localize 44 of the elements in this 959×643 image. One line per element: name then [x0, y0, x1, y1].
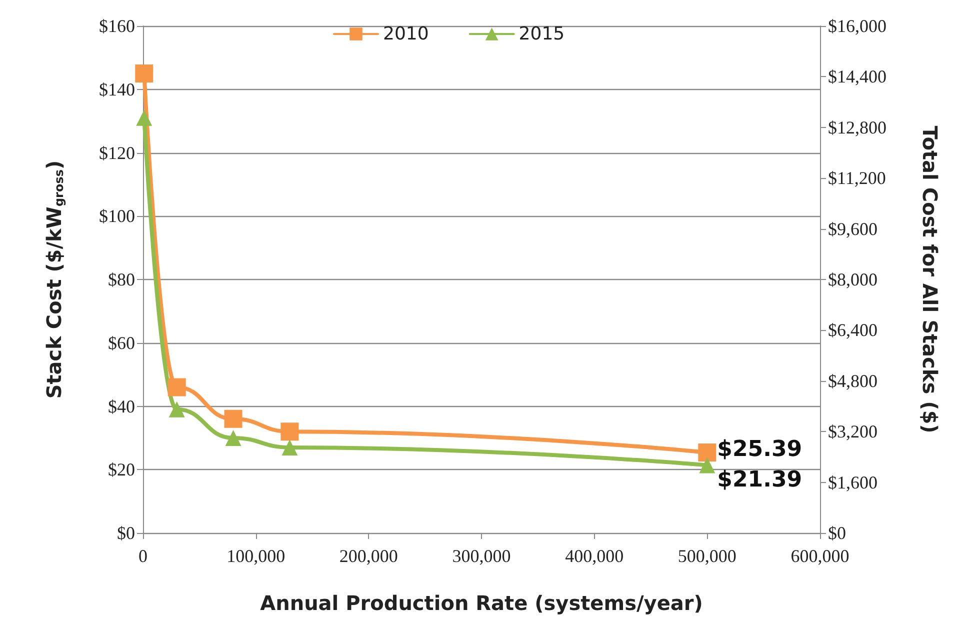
y-tick-label: $120 [99, 142, 135, 163]
y2-tick-label: $0 [828, 523, 846, 543]
y-tick-label: $40 [108, 396, 135, 416]
y2-tick-label: $3,200 [828, 422, 878, 442]
point [280, 422, 299, 441]
point [225, 430, 242, 446]
y-tick-label: $60 [108, 332, 135, 353]
y2-tick-label: $16,000 [828, 16, 886, 36]
y-tick-label: $160 [99, 16, 135, 36]
legend-label: 2010 [383, 24, 429, 44]
point [224, 410, 242, 428]
point [282, 439, 298, 456]
y-tick-label: $20 [108, 460, 135, 480]
y2-tick-label: $14,400 [828, 66, 886, 87]
y-tick-label: $140 [99, 79, 135, 100]
x-tick-label: 0 [138, 546, 148, 566]
y2-tick-label: $1,600 [828, 472, 878, 492]
y-tick-label: $100 [99, 206, 135, 226]
y2-axis-title: Total Cost for All Stacks ($) [918, 126, 942, 434]
y2-tick-label: $11,200 [828, 168, 886, 188]
point [699, 457, 716, 474]
y2-tick-label: $6,400 [828, 320, 878, 340]
point [168, 378, 186, 396]
y2-tick-label: $8,000 [828, 270, 878, 290]
point [136, 110, 152, 126]
x-tick-label: 100,000 [226, 546, 286, 566]
y2-tick-label: $4,800 [828, 370, 878, 391]
y2-tick-label: $12,800 [828, 117, 886, 138]
y-tick-label: $80 [108, 270, 135, 290]
x-axis-title: Annual Production Rate (systems/year) [260, 591, 703, 615]
y2-tick-label: $9,600 [828, 218, 878, 239]
x-tick-label: 400,000 [565, 546, 624, 566]
annotation: $25.39 [717, 437, 802, 462]
legend-label: 2015 [518, 24, 565, 44]
x-tick-label: 500,000 [678, 546, 736, 566]
y-axis-title: Stack Cost ($/kWgross) [42, 160, 66, 399]
point [698, 444, 716, 462]
x-tick-label: 600,000 [790, 546, 850, 566]
annotation: $21.39 [717, 468, 802, 493]
x-tick-label: 300,000 [452, 546, 511, 566]
point [135, 64, 154, 83]
x-tick-label: 200,000 [339, 546, 398, 566]
y-tick-label: $0 [117, 523, 135, 543]
point [168, 401, 185, 418]
